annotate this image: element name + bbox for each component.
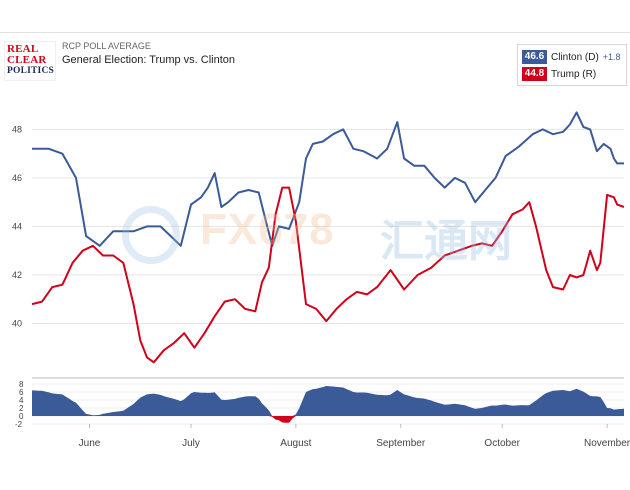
legend-label-trump: Trump (R) [551,68,597,80]
legend-item-clinton[interactable]: 46.6 Clinton (D) +1.8 [522,50,621,64]
spread-area-trump [32,416,624,423]
x-tick-label: October [484,438,520,449]
spread-tick-label: 8 [19,380,24,389]
legend-item-trump[interactable]: 44.8 Trump (R) [522,67,596,81]
watermark-logo [122,206,180,264]
chart-subtitle: RCP POLL AVERAGE [62,41,151,51]
spread-tick-label: 4 [19,396,24,405]
spread-tick-label: 6 [19,388,24,397]
x-tick-label: November [584,438,630,449]
spread-tick-label: -2 [15,420,23,429]
y-tick-label: 48 [12,124,22,134]
rcp-logo[interactable]: REAL CLEAR POLITICS [4,41,56,81]
chart-frame [0,32,630,457]
legend-value-trump: 44.8 [522,67,547,81]
legend-label-clinton: Clinton (D) [551,51,599,63]
watermark-text: FX678 [200,205,335,254]
y-tick-label: 42 [12,270,22,280]
chart-title: General Election: Trump vs. Clinton [62,54,236,66]
spread-tick-label: 2 [19,404,24,413]
legend-spread: +1.8 [602,52,621,62]
legend-value-clinton: 46.6 [522,50,547,64]
logo-line-1: REAL [7,43,39,55]
watermark-text-cn: 汇通网 [380,217,512,266]
x-tick-label: August [280,438,311,449]
legend: 46.6 Clinton (D) +1.8 44.8 Trump (R) [517,44,627,86]
x-tick-label: September [376,438,426,449]
spread-area-clinton [32,386,624,416]
spread-tick-label: 0 [19,412,24,421]
y-tick-label: 46 [12,173,22,183]
trump-line [31,186,625,364]
x-tick-label: June [79,438,101,449]
logo-line-2: CLEAR [7,54,47,66]
y-tick-label: 40 [12,318,22,328]
y-tick-label: 44 [12,221,22,231]
logo-line-3: POLITICS [7,66,55,76]
x-tick-label: July [182,438,200,449]
